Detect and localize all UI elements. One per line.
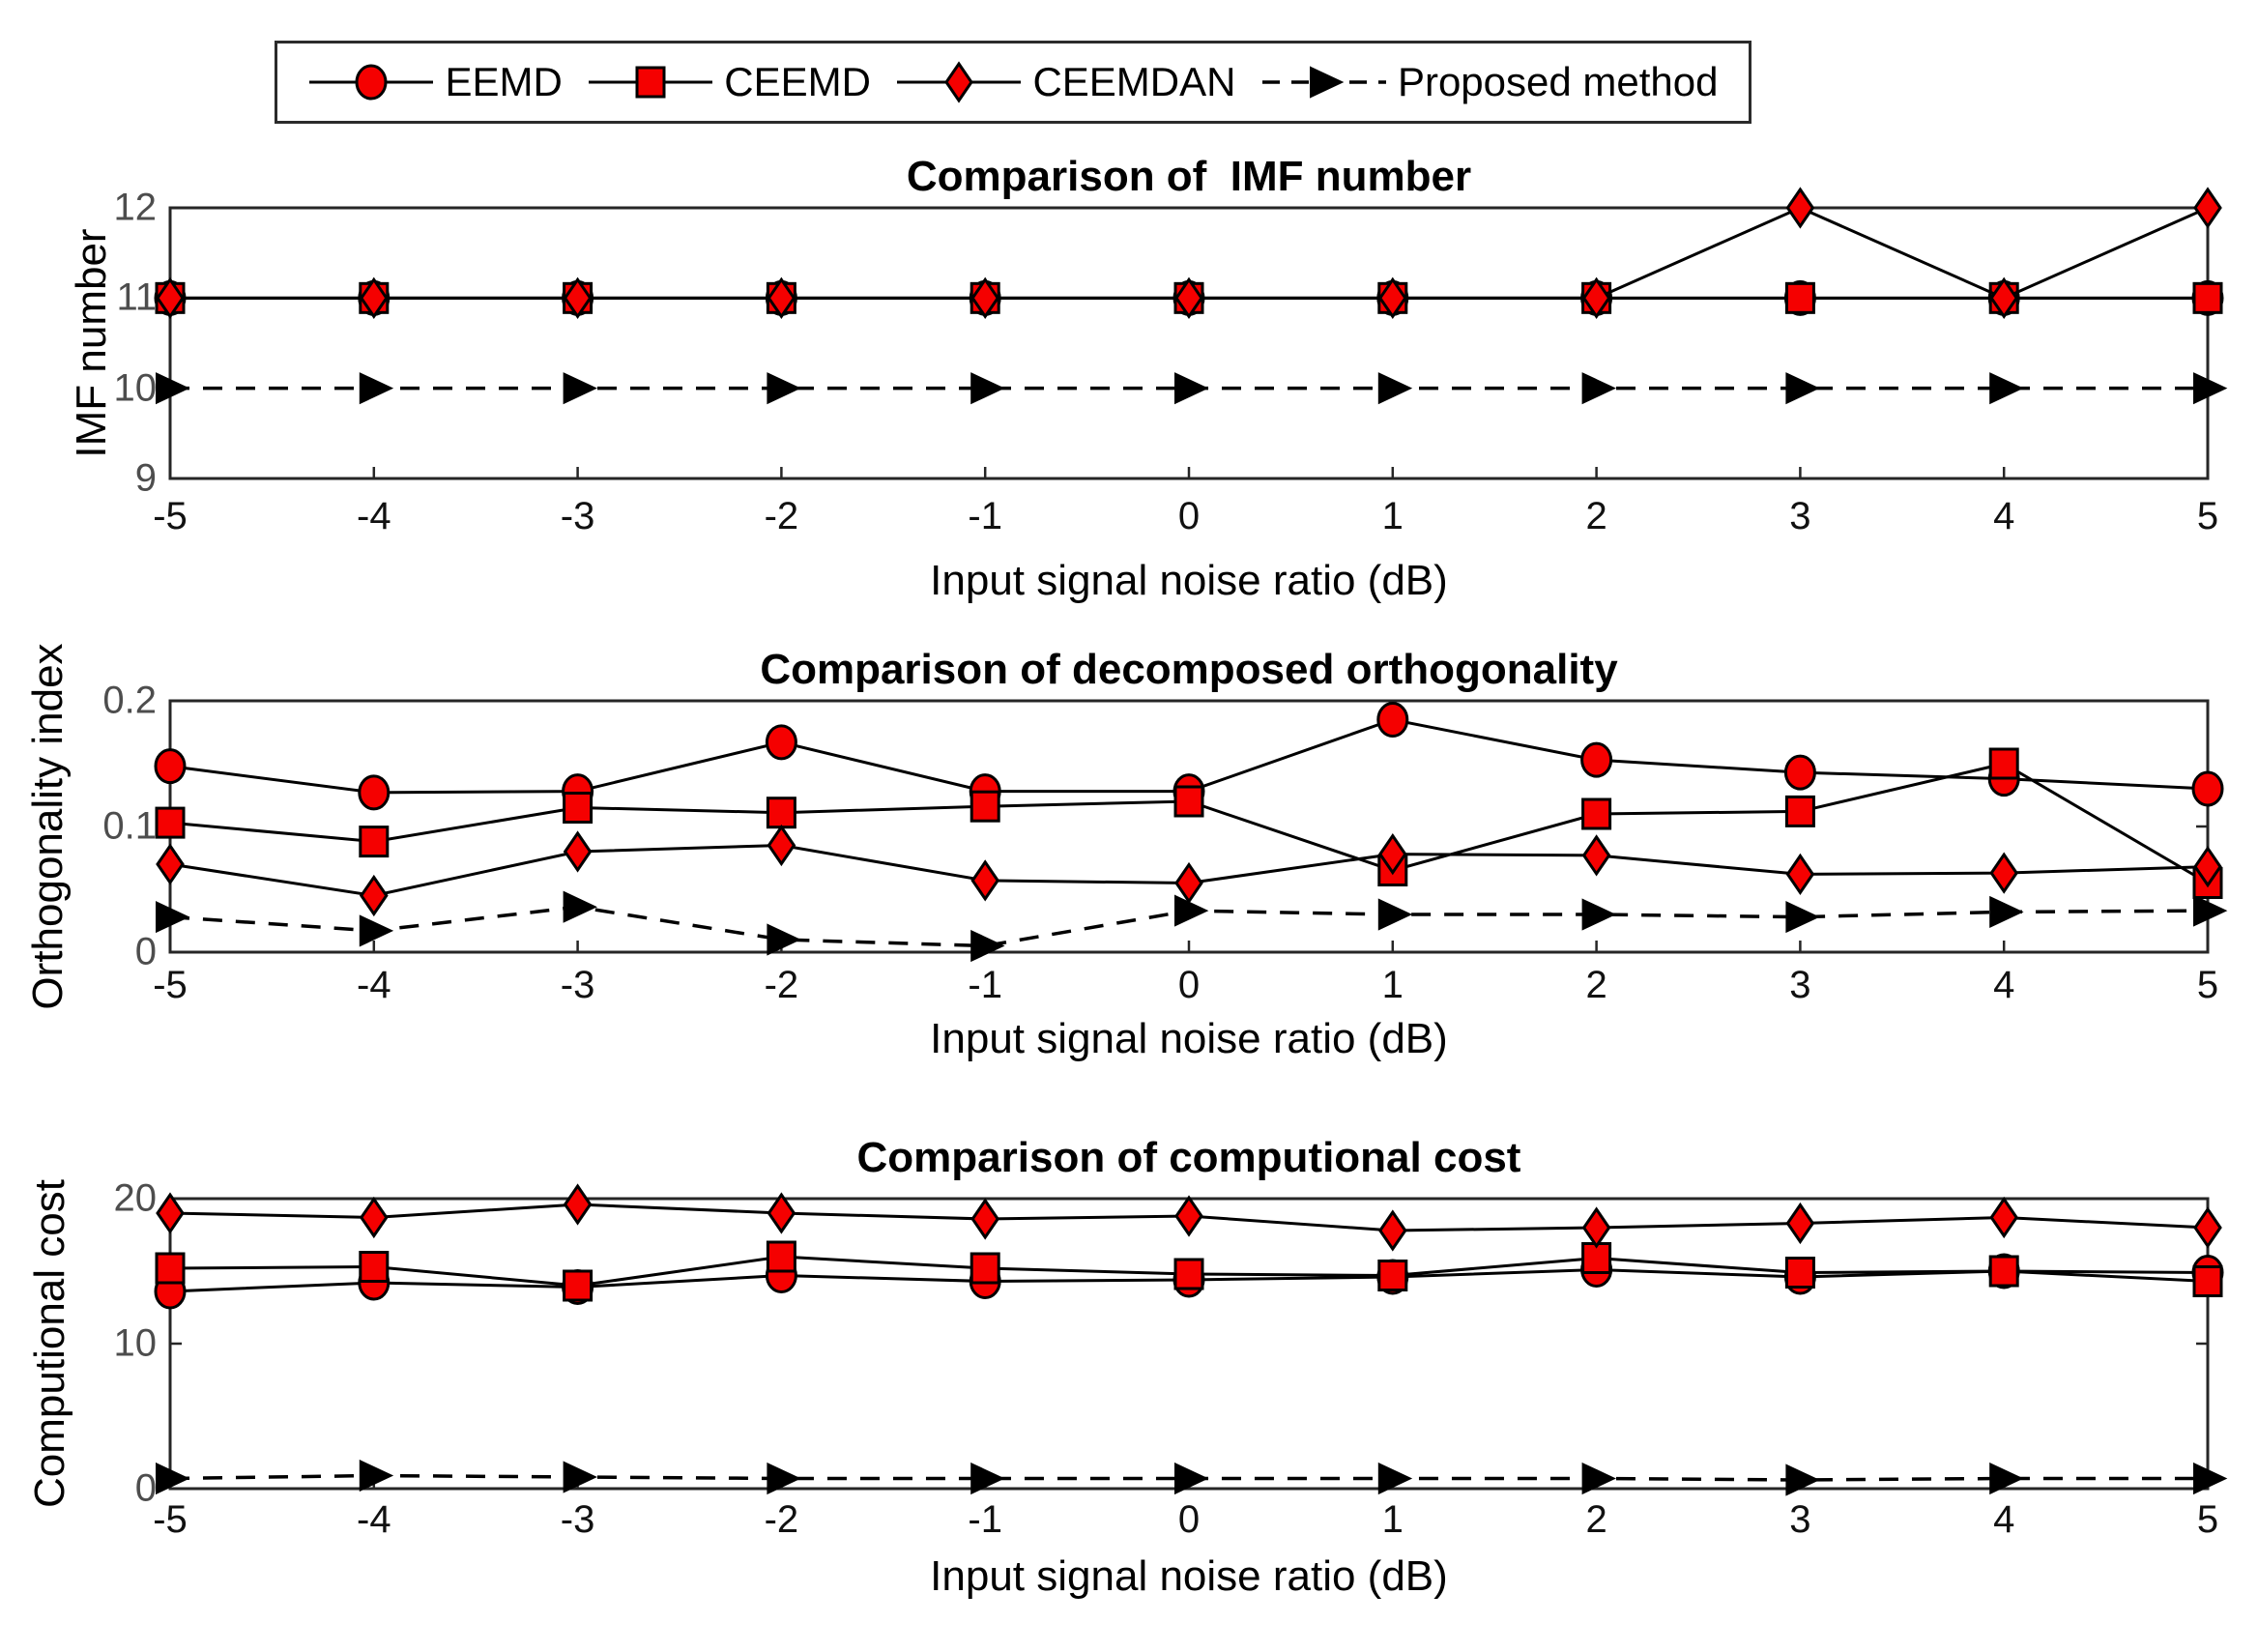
- x-tick-label: 1: [1381, 1498, 1404, 1541]
- legend-item-ceemd: CEEMD: [587, 59, 871, 105]
- x-tick-label: -4: [357, 1498, 391, 1541]
- x-tick-label: 5: [2196, 1498, 2219, 1541]
- x-tick-label: 3: [1789, 495, 1811, 537]
- x-tick-label: 4: [1993, 1498, 2015, 1541]
- x-tick-label: 0: [1177, 495, 1201, 537]
- x-tick-label: -3: [560, 1498, 595, 1541]
- x-tick-label: -2: [764, 495, 799, 537]
- proposed-method-dashed-triangle-icon: [1261, 66, 1386, 99]
- x-tick-label: 5: [2196, 964, 2219, 1006]
- chart2-orthogonality-plot: [154, 699, 2228, 963]
- legend-label-eemd: EEMD: [445, 59, 563, 104]
- x-tick-label: 0: [1177, 1498, 1201, 1541]
- x-tick-label: -5: [153, 495, 188, 537]
- x-tick-label: -1: [968, 495, 1002, 537]
- x-tick-label: 0: [1177, 964, 1201, 1006]
- x-tick-label: 2: [1585, 1498, 1607, 1541]
- chart2-title: Comparison of decomposed orthogonality: [760, 646, 1618, 693]
- x-tick-label: 4: [1993, 964, 2015, 1006]
- x-tick-label: -5: [153, 1498, 188, 1541]
- x-tick-label: -2: [764, 964, 799, 1006]
- legend-item-eemd: EEMD: [307, 59, 563, 105]
- eemd-line-circle-icon: [309, 64, 434, 101]
- x-tick-label: 1: [1381, 495, 1404, 537]
- y-tick-label: 12: [113, 186, 158, 229]
- y-tick-label: 20: [113, 1176, 158, 1220]
- chart3-x-axis-label: Input signal noise ratio (dB): [930, 1552, 1448, 1600]
- x-tick-label: -1: [968, 1498, 1002, 1541]
- y-tick-label: 11: [116, 275, 157, 319]
- x-tick-label: 5: [2196, 495, 2219, 537]
- y-tick-label: 0: [134, 930, 157, 973]
- y-tick-label: 10: [113, 366, 158, 410]
- x-tick-label: 2: [1585, 495, 1607, 537]
- x-tick-label: 3: [1789, 964, 1811, 1006]
- y-tick-label: 0.2: [102, 679, 157, 722]
- y-tick-label: 0.1: [102, 804, 157, 848]
- ceemdan-line-diamond-icon: [897, 61, 1022, 103]
- x-tick-label: -4: [357, 964, 391, 1006]
- legend-label-ceemd: CEEMD: [724, 59, 871, 104]
- chart1-x-axis-label: Input signal noise ratio (dB): [930, 557, 1448, 604]
- x-tick-label: 4: [1993, 495, 2015, 537]
- x-tick-label: -3: [560, 495, 595, 537]
- chart3-computational-cost-plot: [154, 1183, 2228, 1496]
- x-tick-label: -1: [968, 964, 1002, 1006]
- legend: EEMD CEEMD CEEMDAN Proposed method: [275, 41, 1751, 124]
- y-tick-label: 9: [134, 456, 157, 500]
- x-tick-label: -5: [153, 964, 188, 1006]
- y-tick-label: 0: [134, 1466, 157, 1510]
- x-tick-label: -3: [560, 964, 595, 1006]
- legend-label-proposed-method: Proposed method: [1397, 59, 1719, 104]
- chart1-imf-number-plot: [154, 187, 2228, 480]
- x-tick-label: 2: [1585, 964, 1607, 1006]
- x-tick-label: -4: [357, 495, 391, 537]
- x-tick-label: 1: [1381, 964, 1404, 1006]
- chart1-title: Comparison of IMF number: [906, 153, 1472, 200]
- y-tick-label: 10: [113, 1321, 158, 1365]
- ceemd-line-square-icon: [589, 66, 713, 99]
- chart2-x-axis-label: Input signal noise ratio (dB): [930, 1015, 1448, 1062]
- chart3-title: Comparison of computional cost: [856, 1134, 1521, 1181]
- x-tick-label: 3: [1789, 1498, 1811, 1541]
- legend-item-ceemdan: CEEMDAN: [895, 59, 1235, 105]
- x-tick-label: -2: [764, 1498, 799, 1541]
- legend-item-proposed-method: Proposed method: [1260, 59, 1719, 105]
- legend-label-ceemdan: CEEMDAN: [1032, 59, 1236, 104]
